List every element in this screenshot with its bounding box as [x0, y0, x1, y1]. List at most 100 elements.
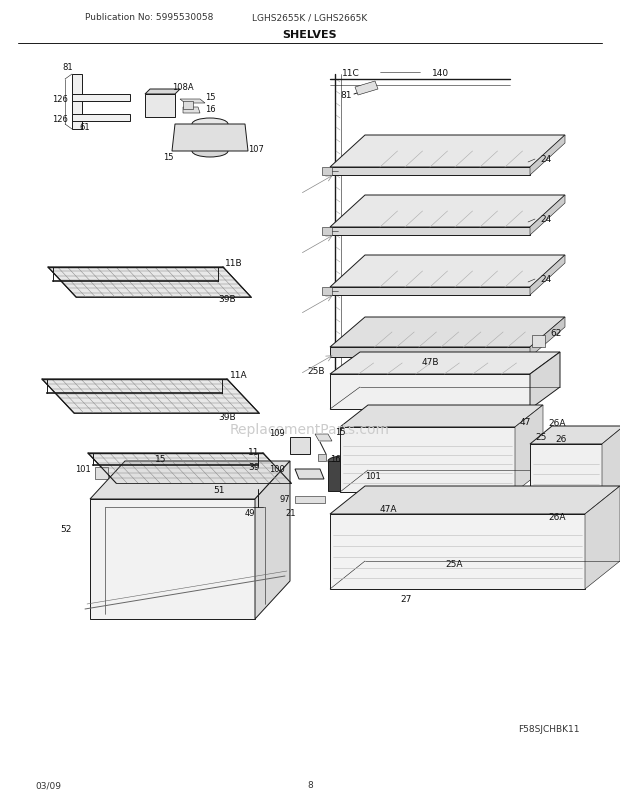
Polygon shape	[532, 335, 545, 347]
Ellipse shape	[294, 443, 306, 451]
Text: 101: 101	[365, 472, 381, 481]
Text: 11C: 11C	[342, 68, 360, 78]
Polygon shape	[340, 406, 543, 427]
Polygon shape	[295, 469, 324, 480]
Text: 51: 51	[213, 486, 224, 495]
Text: 62: 62	[550, 329, 561, 338]
Polygon shape	[328, 461, 360, 492]
Text: 11B: 11B	[225, 259, 242, 268]
Text: SHELVES: SHELVES	[283, 30, 337, 40]
Polygon shape	[72, 75, 82, 130]
Polygon shape	[255, 461, 290, 619]
Polygon shape	[322, 168, 332, 176]
Polygon shape	[145, 95, 175, 118]
Text: 26A: 26A	[548, 419, 565, 428]
Polygon shape	[330, 353, 560, 375]
Polygon shape	[183, 107, 200, 114]
Text: 109: 109	[269, 429, 285, 438]
Polygon shape	[170, 480, 223, 485]
Text: 49: 49	[244, 508, 255, 518]
Text: 26A: 26A	[548, 512, 565, 522]
Polygon shape	[585, 486, 620, 589]
Polygon shape	[88, 453, 291, 484]
Ellipse shape	[192, 119, 228, 131]
Text: 24: 24	[540, 275, 551, 284]
Polygon shape	[290, 437, 310, 455]
Text: 108A: 108A	[172, 83, 193, 92]
Polygon shape	[72, 95, 130, 102]
Text: 15: 15	[162, 153, 173, 162]
Ellipse shape	[328, 456, 360, 467]
Text: LGHS2655K / LGHS2665K: LGHS2655K / LGHS2665K	[252, 14, 368, 22]
Text: 126: 126	[52, 115, 68, 124]
Polygon shape	[530, 353, 560, 410]
Polygon shape	[72, 115, 130, 122]
Text: 03/09: 03/09	[35, 780, 61, 789]
Polygon shape	[295, 496, 325, 504]
Text: 26: 26	[555, 435, 567, 444]
Text: Publication No: 5995530058: Publication No: 5995530058	[85, 14, 213, 22]
Text: 81: 81	[340, 91, 352, 100]
Polygon shape	[530, 444, 602, 514]
Polygon shape	[330, 256, 565, 288]
Polygon shape	[530, 256, 565, 296]
Text: 61: 61	[80, 124, 91, 132]
Polygon shape	[145, 90, 180, 95]
Polygon shape	[330, 375, 530, 410]
Polygon shape	[330, 514, 585, 589]
Text: 81: 81	[63, 63, 73, 72]
Text: 101: 101	[75, 465, 91, 474]
Polygon shape	[42, 379, 259, 414]
Polygon shape	[515, 406, 543, 492]
Polygon shape	[48, 268, 251, 298]
Text: 21: 21	[285, 508, 296, 518]
Text: 100: 100	[269, 465, 285, 474]
Text: F58SJCHBK11: F58SJCHBK11	[518, 724, 580, 734]
Text: 39: 39	[248, 463, 260, 472]
Text: 39B: 39B	[218, 413, 236, 422]
Polygon shape	[340, 427, 515, 492]
Ellipse shape	[303, 471, 317, 478]
Text: 15: 15	[155, 455, 167, 464]
Polygon shape	[172, 125, 248, 152]
Polygon shape	[530, 136, 565, 176]
Polygon shape	[330, 486, 620, 514]
Text: 47: 47	[520, 418, 531, 427]
Text: 11: 11	[248, 448, 260, 457]
Polygon shape	[180, 100, 205, 104]
Polygon shape	[530, 318, 565, 358]
Text: 47A: 47A	[380, 505, 397, 514]
Polygon shape	[530, 427, 620, 444]
Text: 27: 27	[400, 595, 412, 604]
Polygon shape	[330, 196, 565, 228]
Polygon shape	[330, 228, 530, 236]
Polygon shape	[330, 347, 530, 358]
Text: 126: 126	[52, 95, 68, 104]
Text: 25A: 25A	[445, 560, 463, 569]
Polygon shape	[330, 168, 530, 176]
Polygon shape	[315, 435, 332, 441]
Text: 25B: 25B	[308, 367, 325, 376]
Text: 16: 16	[205, 105, 216, 115]
Text: 24: 24	[540, 215, 551, 225]
Polygon shape	[530, 196, 565, 236]
Ellipse shape	[192, 146, 228, 158]
Text: 25: 25	[535, 433, 546, 442]
Bar	[183, 102, 193, 110]
Polygon shape	[355, 82, 378, 96]
Text: 24: 24	[540, 156, 551, 164]
Text: ReplacementParts.com: ReplacementParts.com	[230, 423, 390, 436]
Text: 47B: 47B	[421, 358, 439, 367]
Text: 8: 8	[307, 780, 313, 789]
Polygon shape	[95, 468, 108, 480]
Polygon shape	[318, 455, 326, 461]
Polygon shape	[322, 228, 332, 236]
Polygon shape	[330, 288, 530, 296]
Polygon shape	[602, 427, 620, 514]
Text: 11A: 11A	[230, 371, 247, 380]
Polygon shape	[322, 288, 332, 296]
Text: 15: 15	[205, 93, 216, 103]
Text: 140: 140	[432, 68, 449, 78]
Text: 107: 107	[248, 145, 264, 154]
Polygon shape	[90, 461, 290, 500]
